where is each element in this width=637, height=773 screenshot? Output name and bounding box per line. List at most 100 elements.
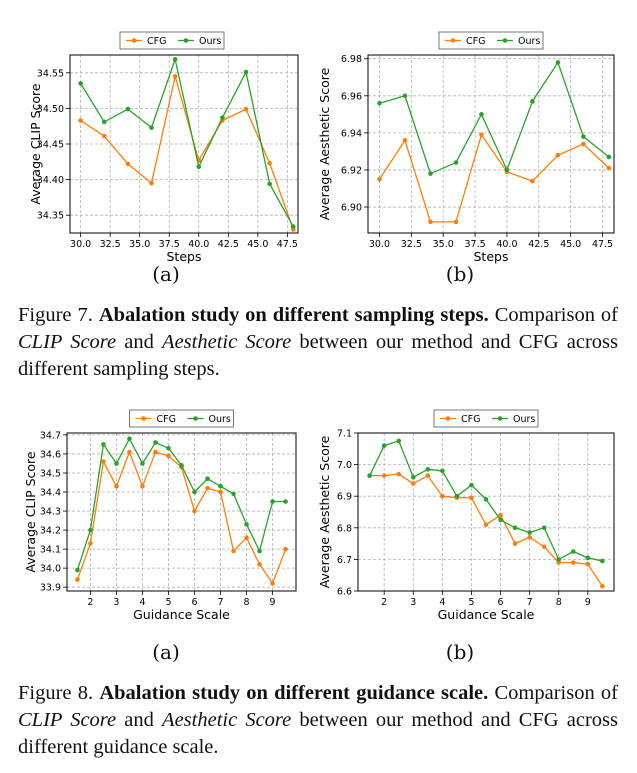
data-point-ours	[410, 474, 416, 480]
data-point-ours	[527, 530, 532, 535]
data-point-ours	[231, 491, 236, 497]
data-point-cfg	[402, 137, 408, 143]
x-axis-label: Guidance Scale	[438, 607, 535, 622]
x-tick-label: 5	[468, 597, 474, 608]
data-point-cfg	[257, 562, 262, 567]
plot-frame	[69, 54, 299, 234]
x-tick-label: 40.0	[188, 239, 209, 250]
y-tick-label: 7.0	[337, 460, 352, 471]
data-point-ours	[125, 106, 131, 112]
data-point-ours	[453, 160, 459, 165]
x-tick-label: 7	[218, 597, 224, 608]
fig8b-svg: 2 3 4 5 6 7 8 9 6.6 6.7 6.8 6.9 7.0 7.1 Guidance Scale…	[317, 409, 615, 622]
data-point-ours	[402, 93, 408, 99]
fig7a-svg: 30.0 32.5 35.0 37.5 40.0 42.5 45.0 47.5 34.35 34.…	[28, 31, 299, 264]
legend: CFG Ours	[129, 409, 234, 428]
legend: CFG Ours	[438, 31, 544, 50]
y-tick-label: 34.3	[40, 507, 61, 518]
fig8a-svg: 2 3 4 5 6 7 8 9 33.9 34.0 34.1 34.2 34.3 34.4 34.5 34.6…	[23, 409, 297, 622]
fig8-chart-b: 2 3 4 5 6 7 8 9 6.6 6.7 6.8 6.9 7.0 7.1 Guidance Scale…	[317, 406, 637, 626]
data-point-cfg	[114, 484, 119, 489]
data-point-ours	[381, 443, 387, 448]
plot-frame	[66, 432, 297, 592]
data-point-ours	[153, 440, 158, 445]
x-tick-label: 9	[585, 597, 591, 608]
x-tick-label: 6	[191, 597, 197, 608]
y-tick-label: 34.40	[37, 175, 64, 186]
data-point-ours	[556, 557, 562, 562]
x-tick-label: 37.5	[159, 239, 180, 250]
data-point-ours	[600, 558, 605, 564]
data-point-cfg	[88, 541, 93, 546]
data-point-ours	[585, 555, 591, 561]
x-tick-label: 30.0	[369, 239, 390, 250]
x-axis-label: Steps	[167, 249, 202, 264]
y-tick-label: 34.7	[40, 430, 61, 441]
legend-box	[438, 31, 544, 50]
data-point-ours	[270, 499, 275, 504]
data-point-ours	[483, 497, 489, 502]
data-point-cfg	[127, 449, 132, 455]
data-point-ours	[179, 463, 184, 468]
data-point-ours	[606, 154, 612, 160]
data-point-ours	[257, 548, 262, 554]
data-point-ours	[377, 100, 382, 106]
data-point-cfg	[483, 522, 489, 527]
y-axis-label: Average CLIP Score	[23, 451, 38, 573]
data-point-cfg	[527, 534, 532, 540]
x-tick-label: 35.0	[129, 239, 150, 250]
data-point-ours	[367, 473, 372, 478]
y-tick-label: 34.35	[37, 211, 64, 222]
data-point-cfg	[153, 449, 158, 455]
x-tick-label: 47.5	[592, 239, 613, 250]
x-tick-label: 9	[270, 597, 276, 608]
y-tick-label: 6.94	[341, 128, 362, 139]
x-tick-label: 8	[556, 597, 562, 608]
legend-label-cfg: CFG	[157, 414, 176, 425]
data-point-ours	[290, 224, 296, 229]
data-point-ours	[205, 476, 210, 481]
x-tick-label: 7	[527, 597, 533, 608]
fig7-caption-text3: between our method and CFG across differ…	[18, 331, 618, 380]
y-tick-label: 34.0	[40, 564, 61, 575]
data-point-cfg	[244, 535, 249, 540]
x-tick-label: 45.0	[247, 239, 268, 250]
x-tick-label: 47.5	[277, 239, 298, 250]
legend: CFG Ours	[433, 409, 539, 428]
data-point-cfg	[396, 471, 402, 477]
data-point-ours	[541, 525, 547, 531]
y-tick-label: 7.1	[337, 429, 352, 440]
series-line-cfg	[369, 473, 603, 587]
data-point-cfg	[78, 118, 83, 123]
data-point-cfg	[428, 219, 433, 225]
data-point-ours	[75, 567, 80, 573]
legend-box	[129, 409, 234, 428]
data-point-cfg	[381, 473, 387, 478]
series-line-ours	[80, 56, 294, 227]
x-tick-label: 5	[165, 597, 171, 608]
y-tick-label: 6.90	[341, 203, 362, 214]
legend-marker-cfg	[450, 38, 456, 43]
data-point-cfg	[267, 160, 272, 166]
data-point-ours	[512, 525, 518, 531]
x-tick-label: 35.0	[433, 239, 454, 250]
data-point-cfg	[140, 484, 145, 489]
data-point-cfg	[192, 508, 197, 514]
data-point-ours	[479, 112, 484, 117]
fig8-caption-text2: and	[124, 709, 154, 731]
y-tick-label: 33.9	[40, 583, 61, 594]
x-tick-label: 32.5	[100, 239, 121, 250]
data-point-cfg	[512, 541, 518, 546]
x-tick-label: 45.0	[560, 239, 581, 250]
x-tick-label: 37.5	[464, 239, 485, 250]
fig7-caption-label: Figure 7.	[18, 304, 93, 326]
data-point-cfg	[606, 165, 612, 171]
x-tick-label: 4	[439, 597, 445, 608]
data-point-ours	[218, 484, 223, 489]
data-point-cfg	[530, 178, 535, 184]
fig7-caption: Figure 7. Abalation study on different s…	[18, 302, 618, 383]
data-point-cfg	[585, 561, 591, 567]
fig7-subcaption-a: (a)	[152, 262, 180, 286]
data-point-ours	[440, 468, 445, 474]
y-tick-label: 34.55	[37, 68, 64, 79]
